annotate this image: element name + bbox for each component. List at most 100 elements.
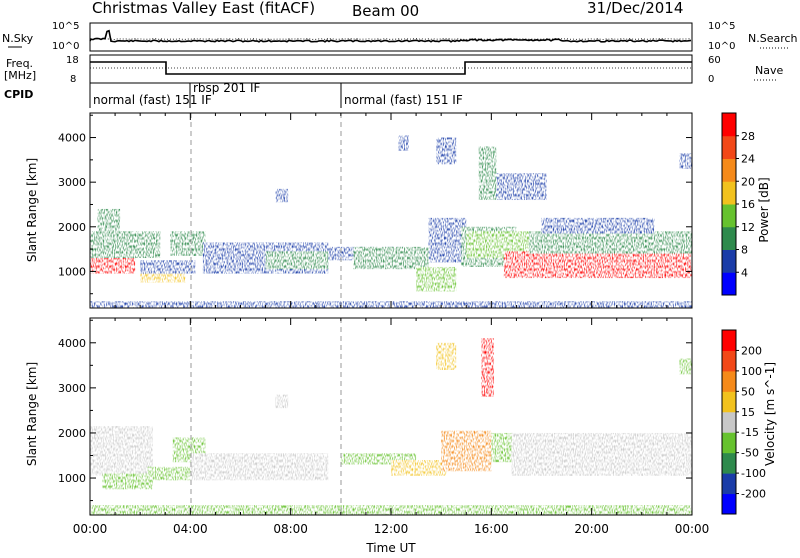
data-region-power-20: [528, 231, 692, 254]
colorbar-swatch-velocity-2: [722, 452, 736, 474]
freq-label: Freq.: [6, 57, 33, 70]
ytick-label-power-3: 4000: [58, 132, 86, 145]
data-region-power-14: [398, 135, 409, 151]
cpid-segment-2: rbsp 201 IF: [193, 81, 260, 95]
freq-tick-low: 8: [70, 74, 76, 85]
cpid-segment-1: normal (fast) 151 IF: [93, 93, 212, 107]
data-region-power-7: [265, 251, 329, 270]
ytick-label-power-2: 3000: [58, 176, 86, 189]
colorbar-swatch-velocity-7: [722, 350, 736, 372]
velocity-colorbar: 200 100 50 15 -15 -50 -100 -200: [721, 329, 766, 515]
colorbar-swatch-power-6: [722, 135, 736, 159]
noise-panel: N.Sky 10^5 10^0 10^5 10^0 N.Search: [2, 21, 798, 52]
ytick-label-velocity-0: 1000: [58, 472, 86, 485]
power-data-layer: [90, 135, 692, 308]
colorbar-swatch-velocity-5: [722, 391, 736, 413]
colorbar-tick-label-velocity-1: 100: [741, 365, 762, 378]
colorbar-swatch-power-5: [722, 158, 736, 182]
xtick-label-4: 16:00: [474, 522, 509, 536]
colorbar-tick-label-velocity-6: -100: [741, 467, 766, 480]
cpid-panel: CPID normal (fast) 151 IF rbsp 201 IF no…: [4, 81, 463, 108]
ytick-label-power-0: 1000: [58, 265, 86, 278]
nave-tick-high: 60: [708, 55, 721, 66]
ytick-label-velocity-1: 2000: [58, 427, 86, 440]
beam-label: Beam 00: [352, 2, 419, 20]
data-region-velocity-1: [102, 473, 153, 490]
colorbar-swatch-velocity-4: [722, 411, 736, 433]
data-region-velocity-8: [441, 430, 492, 472]
xtick-label-3: 12:00: [374, 522, 409, 536]
data-region-power-17: [496, 173, 547, 201]
data-region-power-4: [140, 260, 196, 274]
colorbar-tick-label-velocity-0: 200: [741, 344, 762, 357]
plot-title: Christmas Valley East (fitACF): [92, 0, 315, 17]
date-label: 31/Dec/2014: [587, 0, 683, 17]
data-region-power-10: [353, 246, 429, 270]
data-region-velocity-10: [481, 338, 494, 397]
data-region-velocity-0: [90, 426, 153, 476]
colorbar-tick-label-power-1: 8: [741, 244, 748, 257]
colorbar-swatch-power-4: [722, 181, 736, 205]
colorbar-tick-label-power-4: 20: [741, 175, 755, 188]
data-region-velocity-6: [340, 453, 417, 465]
colorbar-swatch-velocity-0: [722, 493, 736, 515]
nsky-label: N.Sky: [2, 32, 34, 45]
noise-tick-high-left: 10^5: [52, 21, 79, 32]
data-region-power-1: [90, 231, 161, 259]
colorbar-swatch-power-1: [722, 249, 736, 273]
xtick-label-6: 00:00: [675, 522, 710, 536]
data-region-velocity-7: [391, 460, 447, 476]
colorbar-tick-label-velocity-2: 50: [741, 385, 755, 398]
colorbar-tick-label-power-0: 4: [741, 266, 748, 279]
data-region-velocity-13: [679, 358, 692, 375]
colorbar-tick-label-velocity-3: 15: [741, 406, 755, 419]
colorbar-swatch-power-3: [722, 204, 736, 228]
ytick-label-velocity-3: 4000: [58, 337, 86, 350]
nave-tick-low: 0: [708, 74, 714, 85]
colorbar-swatch-velocity-8: [722, 330, 736, 351]
velocity-panel: 1000 2000 3000 4000 00:00 04:00 08:00 12:00 16:0…: [25, 317, 777, 555]
data-region-velocity-5: [275, 394, 289, 409]
xtick-label-5: 20:00: [574, 522, 609, 536]
colorbar-tick-label-power-2: 12: [741, 221, 755, 234]
colorbar-swatch-velocity-1: [722, 473, 736, 495]
data-region-power-19: [503, 251, 692, 279]
data-region-power-22: [679, 153, 692, 169]
nsearch-trace: [89, 38, 692, 40]
power-colorbar: 4 8 12 16 20 24 28: [721, 112, 755, 296]
data-region-velocity-9: [436, 342, 457, 370]
power-ylabel: Slant Range [km]: [25, 158, 39, 262]
velocity-colorbar-label: Velocity [m s^-1]: [763, 362, 777, 466]
power-colorbar-label: Power [dB]: [757, 177, 771, 242]
data-region-power-0: [90, 255, 136, 274]
colorbar-tick-label-velocity-4: -15: [741, 426, 759, 439]
data-region-power-3: [140, 271, 186, 283]
ytick-label-velocity-2: 3000: [58, 382, 86, 395]
power-panel: 1000 2000 3000 4000 Slant Range [km] 4 8 12 16…: [25, 112, 771, 309]
noise-tick-low-right: 10^0: [708, 41, 735, 52]
colorbar-swatch-velocity-3: [722, 432, 736, 454]
frequency-trace: [90, 61, 692, 75]
colorbar-frame-velocity: [721, 329, 737, 515]
colorbar-tick-label-power-6: 28: [741, 130, 755, 143]
xtick-label-2: 08:00: [273, 522, 308, 536]
velocity-data-layer: [90, 338, 692, 515]
colorbar-swatch-power-0: [722, 272, 736, 296]
velocity-axes: 1000 2000 3000 4000 00:00 04:00 08:00 12:00 16:0…: [58, 318, 709, 536]
data-region-velocity-12: [511, 432, 692, 476]
colorbar-tick-label-velocity-5: -50: [741, 447, 759, 460]
data-region-power-8: [275, 188, 289, 203]
noise-tick-high-right: 10^5: [708, 21, 735, 32]
time-axis-label: Time UT: [365, 541, 416, 554]
power-axes: 1000 2000 3000 4000: [58, 113, 693, 308]
colorbar-swatch-power-2: [722, 226, 736, 250]
nave-label: Nave: [755, 64, 783, 77]
cpid-label: CPID: [4, 88, 33, 101]
colorbar-tick-label-velocity-7: -200: [741, 488, 766, 501]
xtick-label-1: 04:00: [173, 522, 208, 536]
data-region-velocity-2: [147, 466, 191, 481]
noise-tick-low-left: 10^0: [52, 41, 79, 52]
colorbar-tick-label-power-5: 24: [741, 153, 755, 166]
